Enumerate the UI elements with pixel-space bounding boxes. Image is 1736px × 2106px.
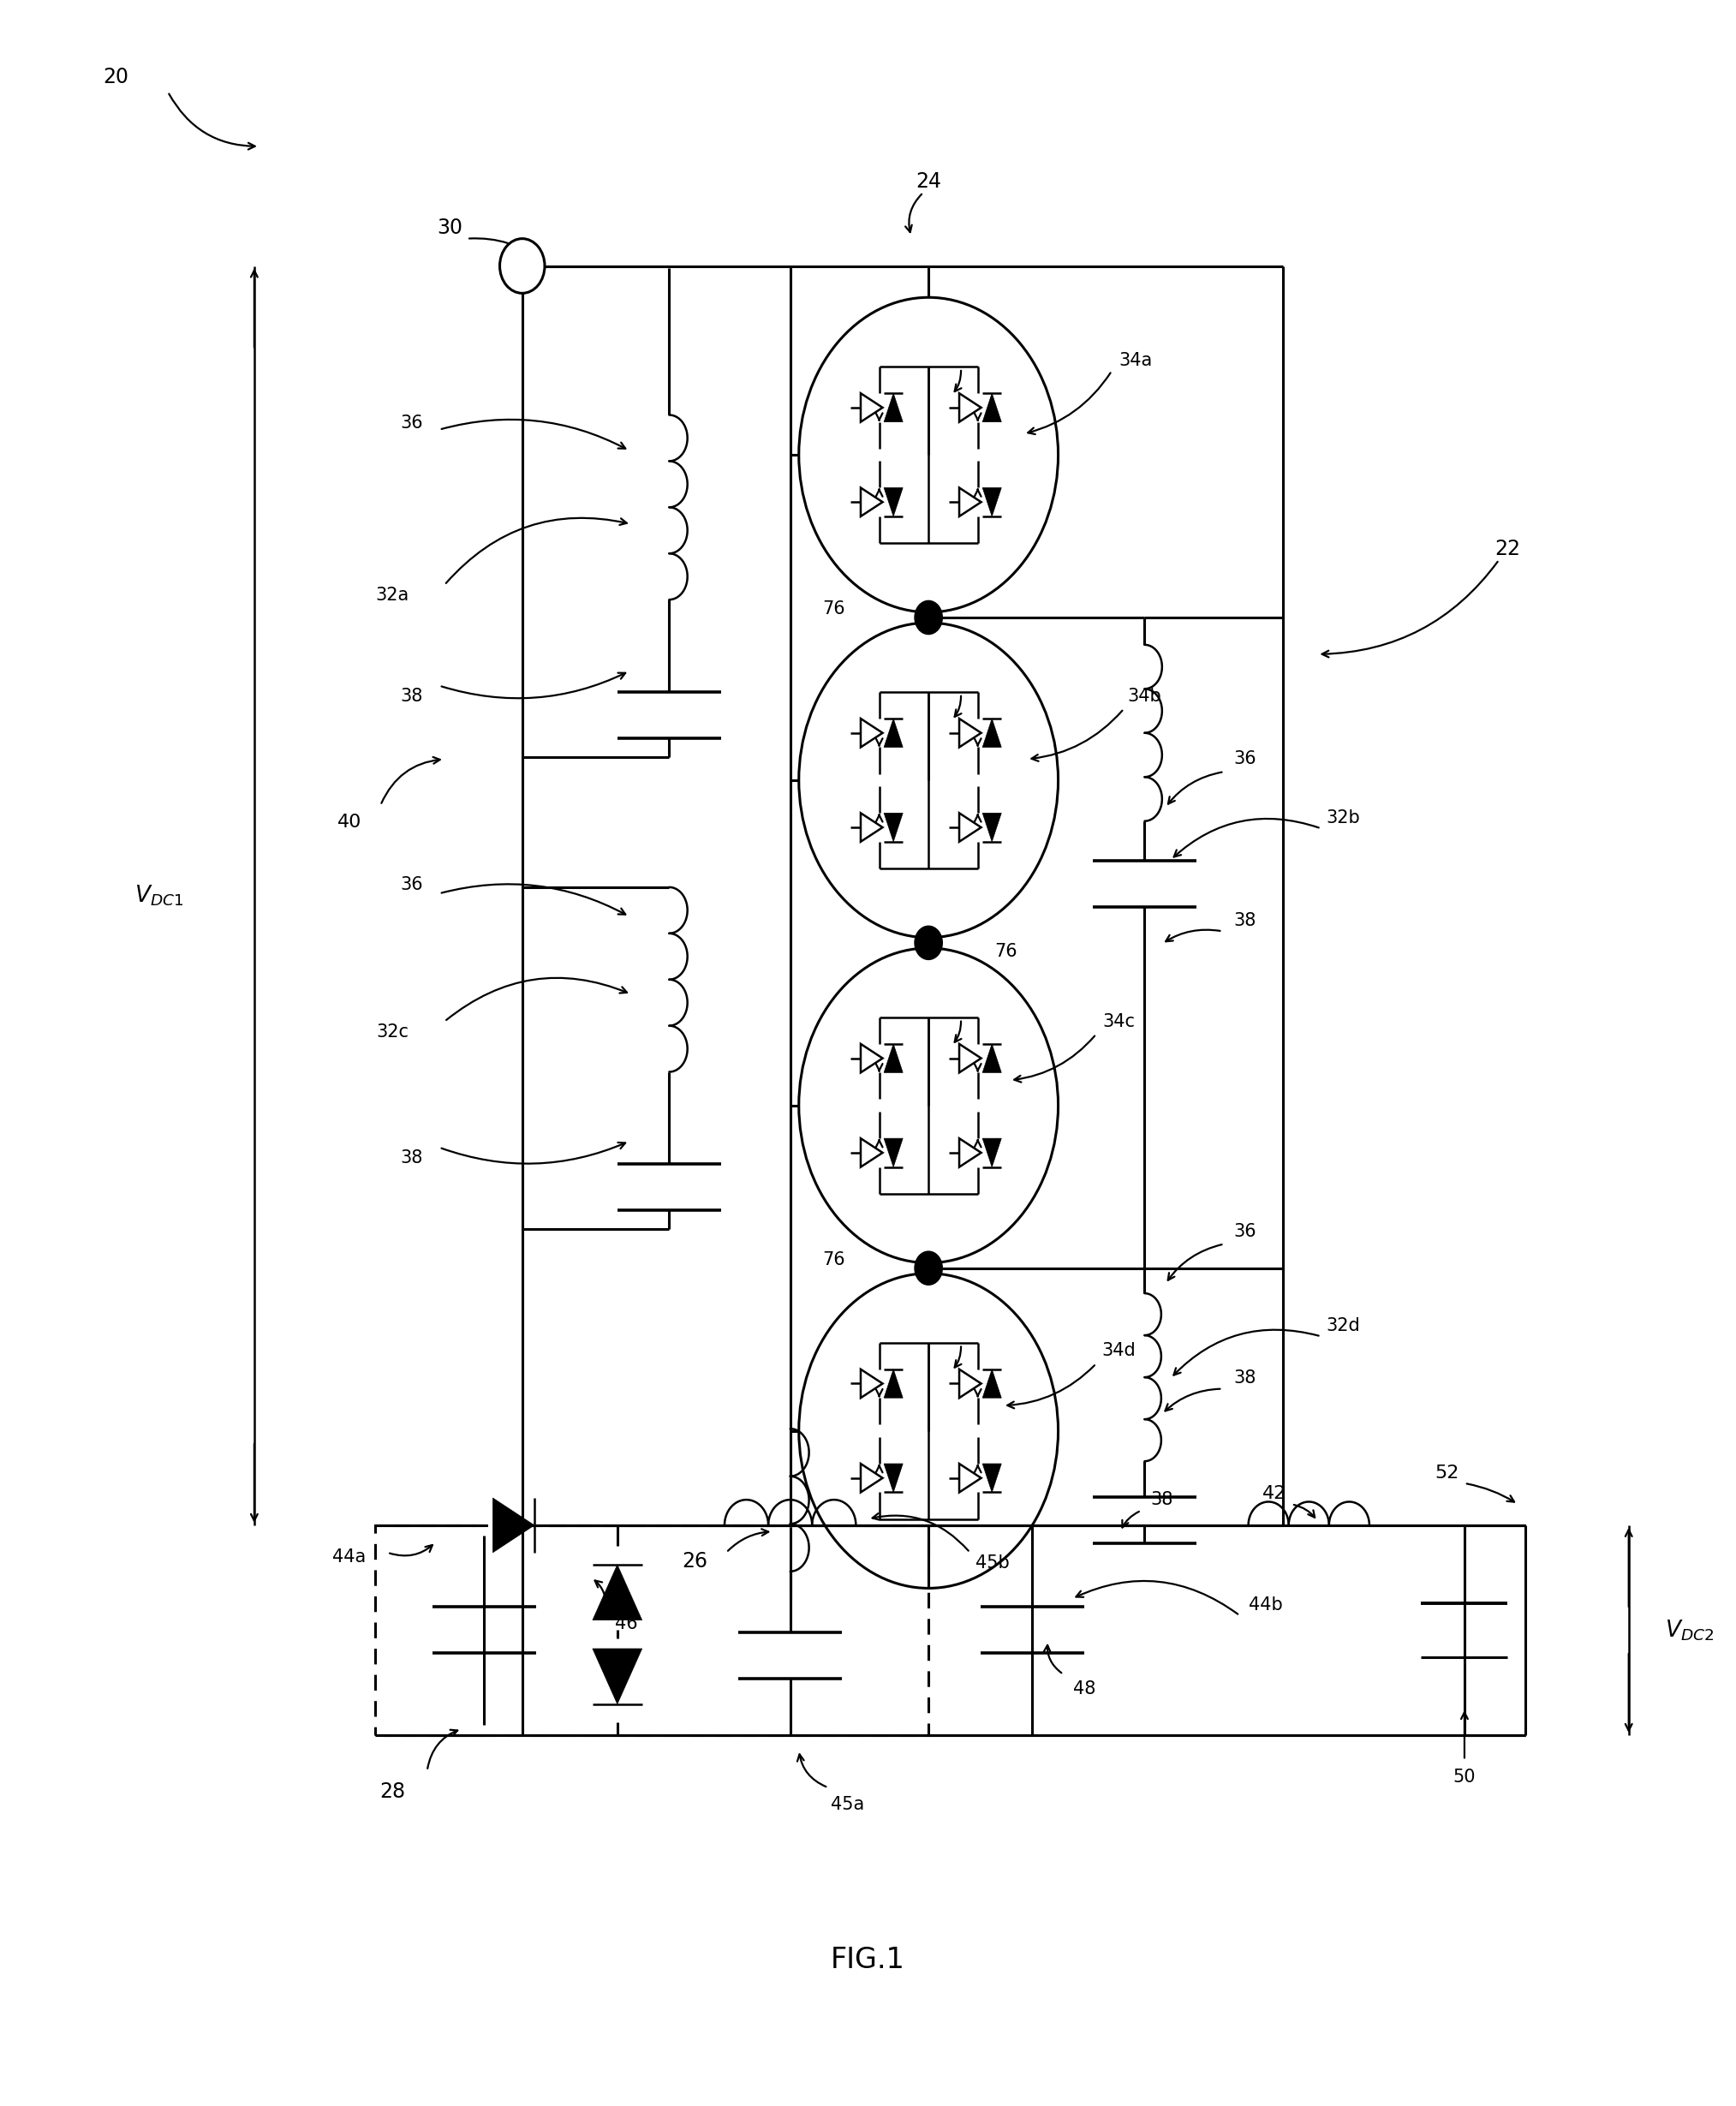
Text: 32c: 32c bbox=[377, 1024, 410, 1040]
Text: 40: 40 bbox=[337, 813, 361, 830]
Polygon shape bbox=[983, 1369, 1002, 1398]
Polygon shape bbox=[884, 1139, 903, 1167]
Text: 20: 20 bbox=[102, 67, 128, 86]
Circle shape bbox=[915, 1251, 943, 1285]
Text: 32a: 32a bbox=[375, 588, 410, 604]
Text: $V_{DC2}$: $V_{DC2}$ bbox=[1665, 1617, 1713, 1643]
Text: 42: 42 bbox=[1262, 1485, 1286, 1502]
Polygon shape bbox=[884, 1045, 903, 1072]
Text: 38: 38 bbox=[401, 1150, 424, 1167]
Text: $V_{DC1}$: $V_{DC1}$ bbox=[135, 882, 184, 908]
Text: 38: 38 bbox=[1234, 912, 1257, 929]
Text: 38: 38 bbox=[401, 689, 424, 706]
Polygon shape bbox=[983, 1464, 1002, 1493]
Polygon shape bbox=[493, 1497, 535, 1552]
Polygon shape bbox=[592, 1565, 642, 1620]
Bar bbox=[375, 1525, 929, 1735]
Polygon shape bbox=[983, 489, 1002, 516]
Text: 50: 50 bbox=[1453, 1769, 1476, 1786]
Text: 38: 38 bbox=[1151, 1491, 1174, 1508]
Polygon shape bbox=[884, 718, 903, 748]
Text: 32d: 32d bbox=[1326, 1316, 1361, 1335]
Text: 45b: 45b bbox=[976, 1554, 1010, 1571]
Text: 34c: 34c bbox=[1102, 1013, 1135, 1030]
Text: 46: 46 bbox=[615, 1615, 637, 1632]
Text: 36: 36 bbox=[1234, 1224, 1257, 1240]
Text: 48: 48 bbox=[1073, 1681, 1095, 1697]
Polygon shape bbox=[884, 1369, 903, 1398]
Text: 45a: 45a bbox=[830, 1796, 865, 1813]
Polygon shape bbox=[983, 813, 1002, 842]
Text: 76: 76 bbox=[995, 943, 1017, 960]
Circle shape bbox=[915, 927, 943, 960]
Text: 44a: 44a bbox=[333, 1548, 366, 1565]
Text: 28: 28 bbox=[380, 1782, 406, 1803]
Polygon shape bbox=[884, 394, 903, 421]
Polygon shape bbox=[983, 718, 1002, 748]
Circle shape bbox=[915, 600, 943, 634]
Text: 76: 76 bbox=[823, 1251, 845, 1268]
Polygon shape bbox=[592, 1649, 642, 1704]
Text: FIG.1: FIG.1 bbox=[832, 1946, 904, 1973]
Text: 34a: 34a bbox=[1120, 352, 1153, 369]
Polygon shape bbox=[983, 394, 1002, 421]
Text: 24: 24 bbox=[915, 173, 941, 192]
Text: 36: 36 bbox=[401, 415, 424, 432]
Text: 30: 30 bbox=[437, 217, 462, 238]
Text: 52: 52 bbox=[1436, 1464, 1460, 1481]
Text: 36: 36 bbox=[1234, 750, 1257, 769]
Text: 26: 26 bbox=[682, 1550, 708, 1571]
Text: 34d: 34d bbox=[1102, 1342, 1135, 1360]
Text: 76: 76 bbox=[823, 600, 845, 617]
Polygon shape bbox=[983, 1139, 1002, 1167]
Polygon shape bbox=[884, 489, 903, 516]
Text: 38: 38 bbox=[1234, 1369, 1257, 1388]
Text: 34b: 34b bbox=[1128, 689, 1161, 706]
Text: 32b: 32b bbox=[1326, 809, 1361, 826]
Text: 44b: 44b bbox=[1248, 1596, 1283, 1613]
Text: 36: 36 bbox=[401, 876, 424, 893]
Polygon shape bbox=[983, 1045, 1002, 1072]
Polygon shape bbox=[884, 813, 903, 842]
Polygon shape bbox=[884, 1464, 903, 1493]
Circle shape bbox=[500, 238, 545, 293]
Text: 22: 22 bbox=[1495, 539, 1521, 560]
